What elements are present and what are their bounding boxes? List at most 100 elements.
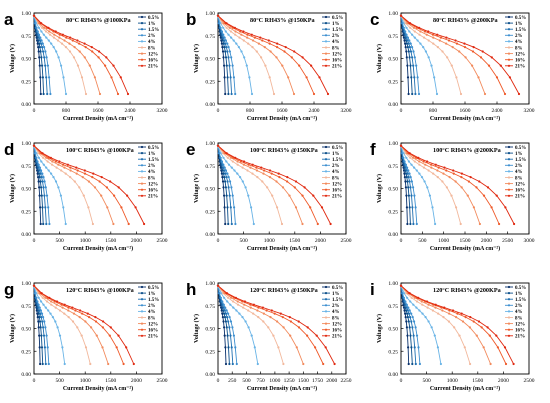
data-point [409,222,412,226]
data-point [221,316,224,319]
data-point [413,320,416,323]
legend-label: 1.5% [515,28,526,33]
x-tick-label: 1600 [277,108,288,114]
series-line-21% [400,285,514,365]
data-point [407,346,410,349]
data-point [230,222,233,226]
data-point [405,50,408,53]
data-point [42,222,45,226]
data-point [404,42,407,45]
data-point [450,64,453,67]
data-point [54,160,58,163]
data-point [69,169,72,172]
data-point [481,50,484,53]
data-point [458,334,461,337]
plot-frame [33,142,163,235]
data-point [37,26,41,29]
legend-label: 16% [515,189,525,194]
data-point [40,194,43,197]
data-point [315,334,318,337]
data-point [418,160,421,163]
data-point [329,222,332,226]
data-point [225,326,228,329]
x-axis-label: Current Density (mA cm⁻²) [430,115,500,122]
x-tick-label: 2500 [524,378,535,384]
data-point [64,222,67,226]
data-point [419,30,422,33]
y-tick-label: 1.00 [205,11,215,17]
data-point [415,334,419,337]
data-point [58,160,61,163]
data-point [425,33,428,36]
data-point [226,300,229,303]
legend-label: 12% [148,322,158,327]
data-point [87,180,90,183]
panel-letter: d [4,140,14,159]
data-point [219,26,222,29]
data-point [228,50,231,53]
data-point [256,176,259,179]
legend-label: 8% [148,176,156,181]
data-point [241,180,244,183]
data-point [402,296,405,299]
data-point [496,346,499,349]
legend-label: 0.5% [515,16,526,21]
data-point [412,186,415,189]
panel-e: e 100°C RH43% @150KPa 0.00 0.25 0.50 0.75 1.00… [186,140,352,252]
data-point [40,42,43,45]
data-point [475,186,478,189]
data-point [35,292,38,295]
data-point [43,46,46,49]
legend-label: 2% [332,164,340,169]
data-point [45,166,48,169]
x-tick-label: 2500 [157,378,168,384]
data-point [408,180,411,183]
legend-label: 0.5% [148,16,159,21]
data-point [270,172,273,175]
data-point [109,326,112,329]
data-point [47,169,50,172]
data-point [40,316,43,319]
data-point [406,312,409,315]
data-point [219,156,222,159]
data-point [108,334,111,337]
data-point [512,362,515,366]
data-point [407,362,410,366]
data-point [253,36,256,39]
data-point [255,50,258,53]
data-point [409,300,412,303]
data-point [454,180,457,183]
legend-marker [507,285,511,289]
data-point [39,76,42,79]
data-point [446,56,449,59]
data-point [231,64,234,67]
data-point [45,156,48,159]
y-tick-label: 0.25 [388,79,398,85]
panel-title: 80°C RH43% @200KPa [433,17,498,24]
data-point [230,56,233,59]
data-point [65,36,68,39]
data-point [460,312,463,315]
data-point [76,169,79,172]
data-point [220,309,223,312]
data-point [226,206,229,209]
legend-marker [140,158,144,161]
data-point [399,144,403,147]
data-point [223,39,226,42]
data-point [40,176,43,179]
data-point [227,346,230,349]
data-point [221,312,224,315]
data-point [235,309,238,312]
data-point [44,362,47,366]
data-point [78,42,81,45]
y-tick-label: 0.00 [21,232,31,238]
data-point [409,42,412,45]
legend-marker [324,334,328,337]
data-point [220,160,224,163]
data-point [407,92,410,96]
data-point [413,346,416,349]
series-line-21% [33,145,145,225]
data-point [220,292,223,295]
data-point [38,64,41,67]
data-point [498,222,501,226]
